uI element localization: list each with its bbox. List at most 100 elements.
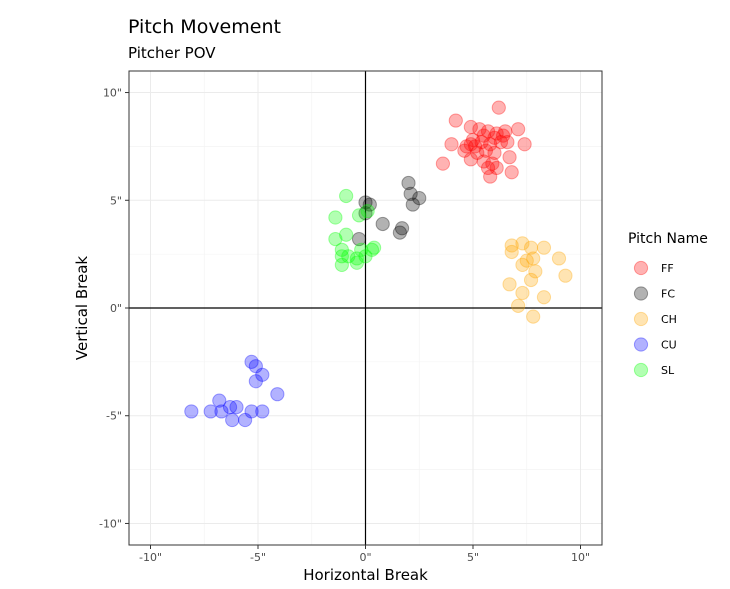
point-ff [480,160,496,176]
legend-key-fc [633,286,649,301]
point-ch [515,285,530,301]
legend-key-cu [633,337,649,352]
point-ch [502,277,517,292]
point-cu [214,404,229,419]
point-fc [351,231,367,247]
point-ch [536,290,552,305]
point-cu [203,404,218,419]
point-fc [362,197,377,212]
point-ff [500,135,515,150]
point-ff [517,137,532,152]
point-cu [255,404,270,419]
point-cu [225,412,240,428]
point-ff [463,152,478,167]
point-ff [493,135,509,150]
point-fc [412,191,427,206]
legend-label-sl: SL [661,364,675,377]
point-cu [229,400,244,415]
y-tick-label: -10" [99,517,122,530]
legend-label-fc: FC [661,288,675,301]
point-fc [405,197,420,212]
point-sl [364,242,380,257]
point-cu [244,404,259,419]
point-cu [184,404,199,419]
point-ff [468,139,483,154]
point-ff [472,122,487,137]
point-sl [328,231,343,247]
legend-title: Pitch Name [628,231,708,247]
point-fc [358,206,373,221]
point-sl [354,242,369,257]
point-ff [480,124,496,139]
point-ch [526,251,541,266]
point-ch [511,298,526,313]
x-tick-label: -5" [250,551,266,564]
point-ff [435,156,450,171]
legend-key-ch [633,311,649,327]
point-ff [448,113,463,128]
point-ff [474,135,489,150]
point-cu [248,359,263,374]
legend-label-cu: CU [661,339,677,352]
point-ch [504,238,519,253]
point-sl [358,249,373,264]
point-sl [360,203,375,219]
point-sl [349,255,364,270]
x-tick-label: -10" [139,551,162,564]
point-sl [339,227,354,242]
x-tick-label: 5" [467,551,479,564]
point-sl [367,240,382,255]
point-ff [465,132,481,148]
point-ff [496,128,511,143]
point-cu [248,374,263,389]
point-fc [403,186,418,201]
point-ff [511,122,526,137]
point-sl [328,210,343,225]
chart-subtitle: Pitcher POV [128,44,216,62]
point-ff [444,137,459,152]
chart-title: Pitch Movement [128,16,281,38]
point-ff [483,137,498,152]
point-cu [212,393,227,408]
point-ff [478,143,493,158]
y-axis-label: Vertical Break [73,255,91,361]
y-tick-label: 0" [110,302,122,315]
point-ch [515,236,530,251]
point-ff [476,128,491,143]
point-ch [526,309,541,324]
point-ff [476,154,491,169]
point-sl [351,208,367,223]
y-tick-label: -5" [106,410,122,423]
point-ff [504,165,519,180]
point-cu [222,400,238,415]
legend-key-ff [633,260,649,276]
point-fc [392,225,407,240]
point-ff [487,130,502,145]
point-ch [536,240,552,255]
point-ff [485,156,500,171]
legend-label-ff: FF [661,262,674,275]
point-sl [349,251,364,266]
point-ff [489,126,504,141]
x-axis-label: Horizontal Break [303,566,428,584]
point-ch [558,268,573,283]
point-ff [459,139,474,154]
point-cu [270,387,285,402]
point-sl [334,257,349,273]
point-fc [401,175,416,191]
point-ff [483,169,498,184]
x-tick-label: 0" [359,551,371,564]
point-fc [375,216,390,232]
point-ch [551,251,567,266]
point-ff [489,160,504,176]
x-tick-label: 10" [571,551,590,564]
point-fc [394,221,410,236]
point-cu [255,367,270,382]
point-ch [523,272,539,288]
y-tick-label: 5" [110,194,122,207]
point-cu [238,412,253,428]
point-ff [463,137,478,152]
point-ch [515,257,530,273]
